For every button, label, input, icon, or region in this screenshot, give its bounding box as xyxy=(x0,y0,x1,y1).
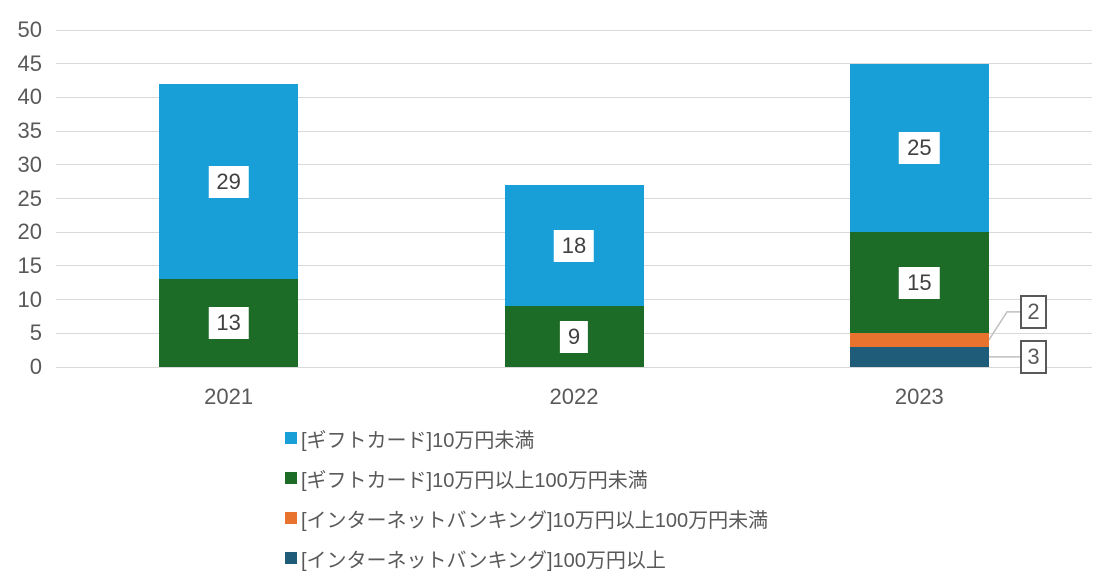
legend-item-netbanking-over-1m: [インターネットバンキング]100万円以上 xyxy=(285,538,768,578)
y-axis-tick-label: 30 xyxy=(17,151,42,177)
gridline xyxy=(56,164,1092,166)
y-axis-tick-label: 35 xyxy=(17,118,42,144)
leader-line xyxy=(988,311,1020,341)
x-axis-category-label-2022: 2022 xyxy=(549,384,599,409)
y-axis-tick-label: 20 xyxy=(17,219,42,245)
data-label-2022-giftcard-under-100k: 18 xyxy=(553,229,595,262)
y-axis-tick-label: 40 xyxy=(17,84,42,110)
gridline xyxy=(56,366,1092,368)
gridline xyxy=(56,63,1092,65)
legend: [ギフトカード]10万円未満 [ギフトカード]10万円以上100万円未満 [イン… xyxy=(285,418,768,578)
data-label-2023-giftcard-100k-to-1m: 15 xyxy=(899,266,940,299)
legend-color-swatch-icon xyxy=(285,432,297,444)
y-axis-tick-label: 25 xyxy=(17,185,42,211)
legend-label: [ギフトカード]10万円以上100万円未満 xyxy=(301,469,648,492)
gridline xyxy=(56,29,1092,31)
legend-color-swatch-icon xyxy=(285,472,297,484)
x-axis-category-label-2021: 2021 xyxy=(204,384,254,409)
callout-label-netbanking-over-1m: 3 xyxy=(1020,339,1047,374)
y-axis-tick-label: 45 xyxy=(17,50,42,76)
legend-label: [ギフトカード]10万円未満 xyxy=(301,429,535,452)
y-axis-tick-label: 0 xyxy=(29,354,42,379)
legend-color-swatch-icon xyxy=(285,552,297,564)
data-label-2021-giftcard-under-100k: 29 xyxy=(208,165,249,198)
data-label-2021-giftcard-100k-to-1m: 13 xyxy=(208,307,249,340)
legend-color-swatch-icon xyxy=(285,512,297,524)
y-axis-tick-label: 10 xyxy=(17,286,42,312)
callout-label-netbanking-100k-to-1m: 2 xyxy=(1020,294,1047,329)
bar-segment-2023-netbanking-100k-to-1m xyxy=(849,333,989,347)
legend-item-netbanking-100k-to-1m: [インターネットバンキング]10万円以上100万円未満 xyxy=(285,498,768,538)
data-label-2022-giftcard-100k-to-1m: 9 xyxy=(559,320,589,353)
legend-label: [インターネットバンキング]10万円以上100万円未満 xyxy=(301,509,769,532)
y-axis-tick-label: 15 xyxy=(17,252,42,278)
legend-item-giftcard-100k-to-1m: [ギフトカード]10万円以上100万円未満 xyxy=(285,458,768,498)
bar-segment-2023-netbanking-over-1m xyxy=(849,346,989,367)
y-axis-tick-label: 5 xyxy=(29,320,42,346)
y-axis-tick-label: 50 xyxy=(17,17,42,42)
x-axis-category-label-2023: 2023 xyxy=(894,384,944,409)
legend-item-giftcard-under-100k: [ギフトカード]10万円未満 xyxy=(285,418,768,458)
legend-label: [インターネットバンキング]100万円以上 xyxy=(301,549,666,572)
gridline xyxy=(56,96,1092,98)
data-label-2023-giftcard-under-100k: 25 xyxy=(899,131,940,164)
gridline xyxy=(56,130,1092,132)
